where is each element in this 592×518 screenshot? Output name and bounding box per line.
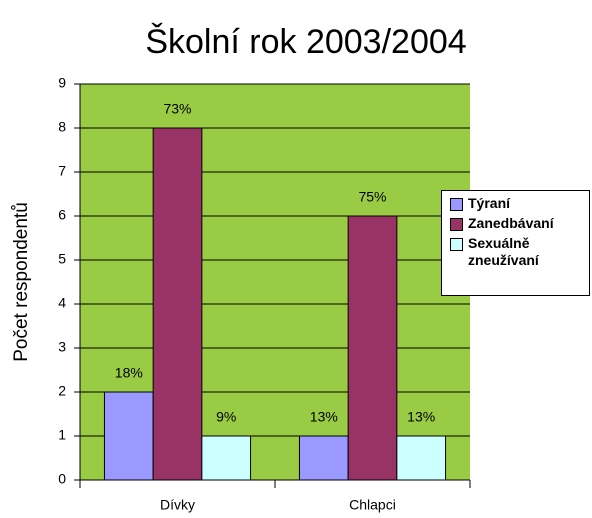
y-tick-label: 4 — [58, 295, 66, 311]
y-tick-label: 9 — [58, 75, 66, 91]
bar — [347, 215, 398, 481]
bar — [201, 435, 252, 481]
value-label: 13% — [407, 409, 435, 425]
legend-swatch — [450, 198, 463, 211]
value-label: 9% — [216, 409, 236, 425]
legend-swatch — [450, 238, 463, 251]
legend-label: Týraní — [468, 195, 511, 211]
legend-label: Sexuálně zneužívaní — [468, 235, 539, 268]
bar — [396, 435, 447, 481]
y-axis-label: Počet respondentů — [11, 202, 32, 362]
y-tick-label: 0 — [58, 471, 66, 487]
bar — [298, 435, 349, 481]
y-tick-label: 6 — [58, 207, 66, 223]
y-tick-label: 8 — [58, 119, 66, 135]
y-tick-label: 2 — [58, 383, 66, 399]
x-tick-label: Chlapci — [349, 497, 396, 513]
value-label: 18% — [115, 365, 143, 381]
legend: Týraní Zanedbávaní Sexuálně zneužívaní — [441, 190, 590, 296]
y-tick-label: 1 — [58, 427, 66, 443]
chart-title: Školní rok 2003/2004 — [145, 23, 466, 61]
y-tick-label: 7 — [58, 163, 66, 179]
bar — [152, 127, 203, 481]
legend-item: Týraní — [450, 195, 585, 212]
legend-label: Zanedbávaní — [468, 215, 554, 231]
value-label: 13% — [310, 409, 338, 425]
bar — [103, 391, 154, 481]
y-tick-label: 5 — [58, 251, 66, 267]
legend-item: Zanedbávaní — [450, 215, 585, 232]
x-tick-label: Dívky — [160, 497, 195, 513]
value-label: 73% — [163, 101, 191, 117]
legend-swatch — [450, 218, 463, 231]
value-label: 75% — [358, 189, 386, 205]
legend-item: Sexuálně zneužívaní — [450, 235, 585, 269]
y-tick-label: 3 — [58, 339, 66, 355]
